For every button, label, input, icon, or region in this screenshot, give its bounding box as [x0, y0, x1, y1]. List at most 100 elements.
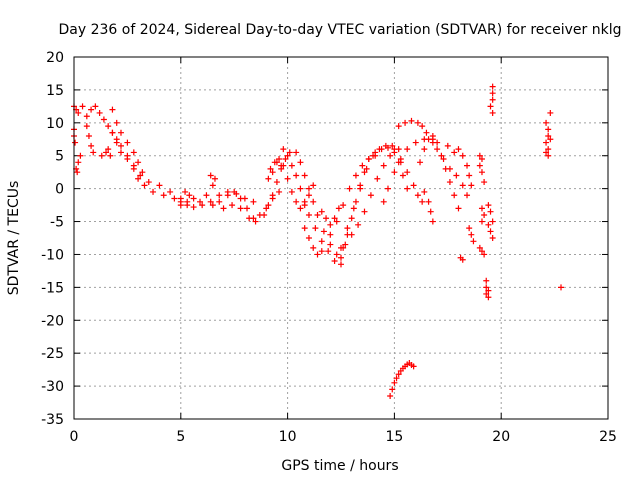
data-point — [543, 119, 550, 126]
data-point — [391, 379, 398, 386]
data-point — [167, 188, 174, 195]
data-point — [338, 254, 344, 261]
data-point — [361, 169, 368, 176]
data-point — [280, 146, 287, 153]
series-track-ah — [483, 277, 492, 301]
data-point — [481, 179, 488, 186]
data-point — [414, 192, 421, 199]
data-point — [109, 129, 116, 136]
data-point — [312, 225, 319, 232]
data-point — [374, 175, 381, 182]
data-point — [318, 248, 325, 255]
data-point — [464, 192, 471, 199]
data-point — [487, 208, 494, 215]
series-track-al — [387, 360, 417, 399]
data-point — [135, 175, 142, 182]
data-point — [105, 146, 112, 153]
data-point — [545, 152, 552, 159]
x-tick-label: 10 — [279, 429, 297, 445]
data-point — [399, 172, 406, 179]
y-tick-label: -35 — [41, 412, 64, 428]
data-point — [489, 96, 496, 103]
data-point — [273, 179, 280, 186]
data-point — [466, 225, 473, 232]
data-point — [105, 123, 112, 130]
data-point — [395, 371, 402, 378]
data-point — [318, 238, 325, 245]
data-point — [478, 156, 485, 163]
series-track-t — [342, 146, 398, 248]
data-point — [186, 192, 193, 199]
data-point — [229, 202, 236, 209]
data-point — [113, 119, 120, 126]
series-track-aj — [543, 109, 554, 159]
data-point — [417, 159, 424, 166]
series-track-aa — [421, 188, 436, 225]
data-point — [297, 159, 304, 166]
series-track-ai — [487, 83, 496, 116]
data-point — [485, 287, 492, 294]
series-track-i — [182, 172, 218, 205]
data-point — [434, 139, 441, 146]
series-track-ag — [489, 235, 496, 241]
series-track-ak — [558, 284, 565, 291]
data-point — [297, 185, 304, 192]
data-point — [359, 162, 366, 169]
series-track-d — [83, 123, 97, 156]
data-point — [397, 159, 404, 166]
data-point — [342, 241, 349, 248]
data-point — [284, 152, 291, 159]
data-point — [72, 139, 79, 146]
data-point — [376, 146, 383, 153]
data-point — [209, 182, 216, 189]
data-point — [489, 83, 496, 90]
data-point — [344, 225, 351, 232]
data-point — [446, 179, 453, 186]
data-point — [327, 231, 334, 238]
data-point — [113, 139, 120, 146]
data-point — [357, 185, 364, 192]
data-point — [331, 215, 338, 222]
data-point — [481, 251, 488, 258]
data-point — [455, 146, 462, 153]
data-point — [135, 159, 142, 166]
series-track-g — [98, 146, 114, 159]
data-point — [323, 215, 330, 222]
data-point — [276, 188, 283, 195]
series-track-a — [71, 103, 191, 205]
y-tick-label: -25 — [41, 346, 64, 362]
series-track-h — [177, 188, 257, 211]
data-point — [190, 204, 197, 211]
data-point — [361, 208, 368, 215]
data-point — [293, 172, 300, 179]
data-point — [325, 248, 332, 255]
data-point — [352, 198, 359, 205]
data-point — [365, 156, 372, 163]
data-point — [338, 244, 344, 251]
data-point — [489, 218, 496, 225]
series-track-m — [267, 156, 317, 212]
data-point — [487, 103, 494, 110]
data-point — [288, 188, 295, 195]
data-point — [414, 119, 421, 126]
series-track-s — [327, 152, 379, 238]
data-point — [117, 142, 124, 149]
data-point — [177, 198, 184, 205]
grid-layer — [74, 57, 608, 419]
data-point — [389, 142, 396, 149]
data-point — [231, 188, 238, 195]
data-point — [453, 172, 460, 179]
data-point — [348, 231, 355, 238]
series-track-k — [220, 202, 259, 225]
data-point — [203, 192, 210, 199]
data-point — [545, 146, 552, 153]
series-track-z — [444, 142, 475, 189]
series-track-p — [301, 225, 325, 258]
data-point — [382, 142, 389, 149]
data-point — [459, 256, 466, 263]
data-point — [139, 169, 146, 176]
data-point — [352, 172, 359, 179]
data-point — [455, 205, 462, 212]
data-point — [197, 198, 204, 205]
data-point — [410, 182, 417, 189]
